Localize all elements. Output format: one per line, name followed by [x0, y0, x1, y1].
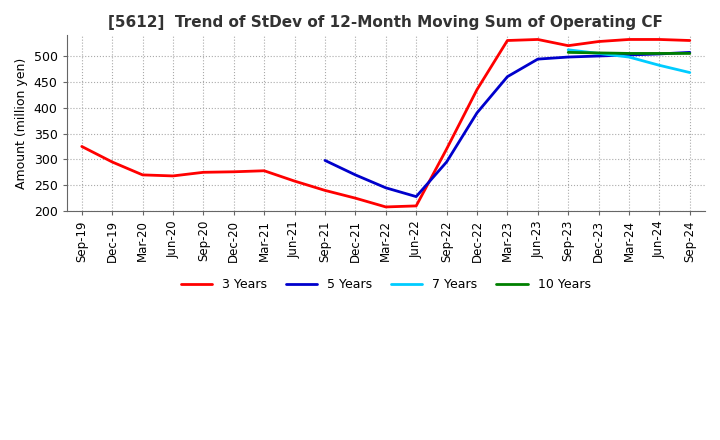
3 Years — [625, 37, 634, 42]
5 Years — [625, 52, 634, 58]
7 Years — [594, 51, 603, 56]
3 Years — [503, 38, 512, 43]
Line: 5 Years: 5 Years — [325, 52, 690, 197]
5 Years — [534, 56, 542, 62]
3 Years — [78, 144, 86, 149]
5 Years — [503, 74, 512, 79]
10 Years — [655, 51, 664, 56]
Title: [5612]  Trend of StDev of 12-Month Moving Sum of Operating CF: [5612] Trend of StDev of 12-Month Moving… — [108, 15, 663, 30]
7 Years — [685, 70, 694, 75]
Line: 10 Years: 10 Years — [568, 52, 690, 53]
5 Years — [655, 51, 664, 57]
10 Years — [594, 50, 603, 55]
3 Years — [199, 170, 207, 175]
3 Years — [382, 204, 390, 209]
5 Years — [472, 110, 481, 116]
Line: 7 Years: 7 Years — [568, 50, 690, 73]
7 Years — [625, 55, 634, 60]
5 Years — [320, 158, 329, 163]
5 Years — [412, 194, 420, 199]
7 Years — [655, 62, 664, 68]
3 Years — [260, 168, 269, 173]
3 Years — [534, 37, 542, 42]
3 Years — [412, 203, 420, 209]
3 Years — [442, 147, 451, 152]
10 Years — [564, 50, 572, 55]
3 Years — [290, 179, 299, 184]
5 Years — [442, 159, 451, 165]
3 Years — [564, 43, 572, 48]
3 Years — [655, 37, 664, 42]
3 Years — [594, 39, 603, 44]
Line: 3 Years: 3 Years — [82, 40, 690, 207]
3 Years — [351, 195, 360, 201]
3 Years — [472, 87, 481, 92]
5 Years — [594, 53, 603, 59]
7 Years — [564, 47, 572, 52]
3 Years — [138, 172, 147, 177]
Y-axis label: Amount (million yen): Amount (million yen) — [15, 58, 28, 189]
5 Years — [685, 50, 694, 55]
10 Years — [685, 51, 694, 56]
5 Years — [382, 185, 390, 191]
3 Years — [230, 169, 238, 174]
5 Years — [351, 172, 360, 177]
5 Years — [564, 55, 572, 60]
3 Years — [685, 38, 694, 43]
Legend: 3 Years, 5 Years, 7 Years, 10 Years: 3 Years, 5 Years, 7 Years, 10 Years — [176, 273, 595, 296]
10 Years — [625, 51, 634, 56]
3 Years — [320, 188, 329, 193]
3 Years — [168, 173, 177, 179]
3 Years — [108, 159, 117, 165]
